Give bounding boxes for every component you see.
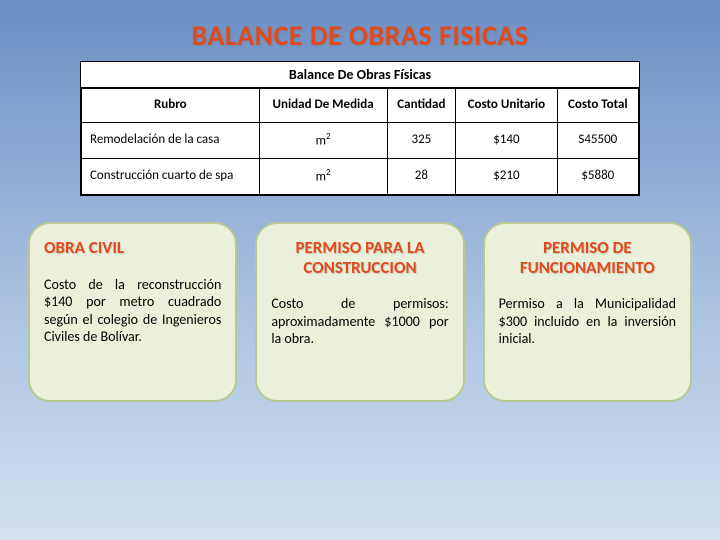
col-rubro: Rubro [82, 89, 260, 123]
balance-table: Rubro Unidad De Medida Cantidad Costo Un… [81, 88, 639, 195]
col-unidad: Unidad De Medida [259, 89, 387, 123]
card-title: OBRA CIVIL [44, 238, 221, 258]
card-body: Permiso a la Municipalidad $300 incluido… [499, 295, 676, 348]
cell-unidad: m2 [259, 159, 387, 195]
cell-total: $5880 [557, 159, 638, 195]
page-title: BALANCE DE OBRAS FISICAS [0, 0, 720, 53]
table-row: Construcción cuarto de spa m2 28 $210 $5… [82, 159, 639, 195]
table-caption: Balance De Obras Físicas [81, 62, 639, 88]
cell-unidad: m2 [259, 122, 387, 158]
card-title: PERMISO DE FUNCIONAMIENTO [499, 238, 676, 277]
cell-cantidad: 325 [387, 122, 456, 158]
cell-unitario: $140 [456, 122, 557, 158]
cell-rubro: Remodelación de la casa [82, 122, 260, 158]
balance-table-container: Balance De Obras Físicas Rubro Unidad De… [80, 61, 640, 196]
card-body: Costo de la reconstrucción $140 por metr… [44, 276, 221, 346]
card-body: Costo de permisos: aproximadamente $1000… [271, 295, 448, 348]
col-unitario: Costo Unitario [456, 89, 557, 123]
card-permiso-funcionamiento: PERMISO DE FUNCIONAMIENTO Permiso a la M… [483, 222, 692, 402]
cell-rubro: Construcción cuarto de spa [82, 159, 260, 195]
col-cantidad: Cantidad [387, 89, 456, 123]
table-row: Remodelación de la casa m2 325 $140 S455… [82, 122, 639, 158]
cards-row: OBRA CIVIL Costo de la reconstrucción $1… [0, 196, 720, 402]
col-total: Costo Total [557, 89, 638, 123]
card-obra-civil: OBRA CIVIL Costo de la reconstrucción $1… [28, 222, 237, 402]
cell-total: S45500 [557, 122, 638, 158]
cell-cantidad: 28 [387, 159, 456, 195]
table-header-row: Rubro Unidad De Medida Cantidad Costo Un… [82, 89, 639, 123]
cell-unitario: $210 [456, 159, 557, 195]
card-permiso-construccion: PERMISO PARA LA CONSTRUCCION Costo de pe… [255, 222, 464, 402]
card-title: PERMISO PARA LA CONSTRUCCION [271, 238, 448, 277]
